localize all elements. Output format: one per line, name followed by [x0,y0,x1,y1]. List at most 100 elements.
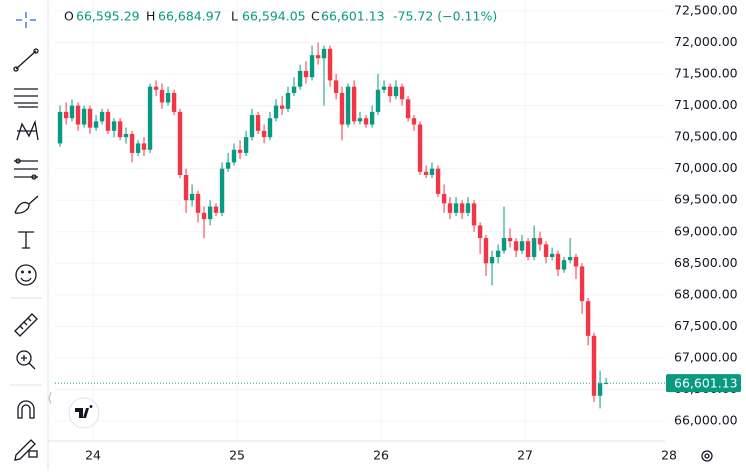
y-tick-label: 69,000.00 [674,223,738,238]
change-value: -75.72 (−0.11%) [393,9,497,24]
candle-body [213,206,219,213]
candle-body [441,193,447,204]
close-value: 66,601.13 [321,9,385,24]
ohlc-header: O 66,595.29 H 66,684.97 L 66,594.05 C 66… [64,9,497,24]
y-tick-label: 71,000.00 [674,97,738,112]
candle-body [351,86,357,122]
candle-body [585,301,591,336]
candle-body [171,92,177,112]
candle-body [333,80,339,93]
candle-body [129,133,135,153]
candle-body [567,256,573,261]
candle-body [201,212,207,220]
candle-body [189,193,195,201]
y-tick-label: 72,000.00 [674,34,738,49]
y-tick-label: 67,000.00 [674,349,738,364]
candle-body [231,149,237,163]
logo [68,397,100,429]
magnet-tool[interactable] [17,400,35,419]
candle-body [501,238,507,251]
candle-body [273,105,279,119]
y-tick-label: 72,500.00 [674,2,738,17]
pattern-tool[interactable] [16,119,39,141]
candle-body [237,149,243,153]
candle-body [93,121,99,128]
candle-body [465,203,471,213]
candle-body [63,111,69,119]
candle-body [381,86,387,90]
candle-body [279,105,285,109]
candle-body [249,115,255,138]
candle-body [81,108,87,125]
plot-area [55,0,670,441]
trend-line-tool[interactable] [13,48,39,72]
candle-body [243,137,249,153]
candle-body [537,238,543,245]
candle-body [531,238,537,257]
y-tick-label: 68,500.00 [674,255,738,270]
candle-body [387,86,393,97]
candle-body [399,86,405,100]
low-value: 66,594.05 [242,9,306,24]
candle-body [411,118,417,125]
candle-body [261,130,267,138]
candle-body [195,193,201,213]
emoji-tool[interactable] [15,264,37,286]
y-tick-label: 70,000.00 [674,160,738,175]
candle-body [87,108,93,128]
collapse-toolbar[interactable] [48,391,52,405]
candle-body [69,105,75,119]
candle-body [513,241,519,251]
candle-body [495,250,501,257]
candle-body [141,143,147,150]
y-tick-label: 67,500.00 [674,318,738,333]
fib-tool[interactable] [14,88,38,108]
candle-body [327,48,333,81]
ruler-tool[interactable] [14,313,38,337]
candle-body [597,383,603,396]
candle-body [429,168,435,175]
open-label: O [64,9,74,24]
candle-body [507,238,513,242]
settings-button[interactable] [701,450,713,462]
candle-body [363,118,369,125]
candle-body [225,162,231,169]
candle-body [153,86,159,90]
open-value: 66,595.29 [76,9,140,24]
brush-tool[interactable] [14,195,39,214]
candle-body [339,92,345,125]
candle-body [471,203,477,226]
candle-body [525,241,531,257]
y-tick-label: 70,500.00 [674,129,738,144]
high-label: H [146,9,155,24]
candle-body [447,203,453,213]
candle-body [315,55,321,59]
candle-body [369,111,375,125]
candle-body [459,203,465,213]
low-label: L [231,9,238,24]
candle-body [285,92,291,109]
candle-body [291,86,297,93]
zoom-tool[interactable] [16,350,36,370]
last-price-label: 66,601.13 [674,376,738,391]
x-tick-label: 27 [517,448,533,463]
candle-body [111,121,117,131]
candle-body [375,89,381,112]
lock-draw-tool[interactable] [14,439,38,461]
candle-body [147,86,153,150]
text-tool[interactable] [18,231,34,249]
time-axis [48,441,665,470]
candle-body [477,225,483,239]
candle-body [345,86,351,125]
candle-body [489,256,495,264]
candle-body [555,253,561,270]
candle-body [543,244,549,257]
candle-body [297,70,303,87]
projection-tool[interactable] [14,158,38,180]
candle-body [591,335,597,396]
crosshair-tool[interactable] [16,12,36,28]
candle-body [453,203,459,213]
close-label: C [311,9,320,24]
